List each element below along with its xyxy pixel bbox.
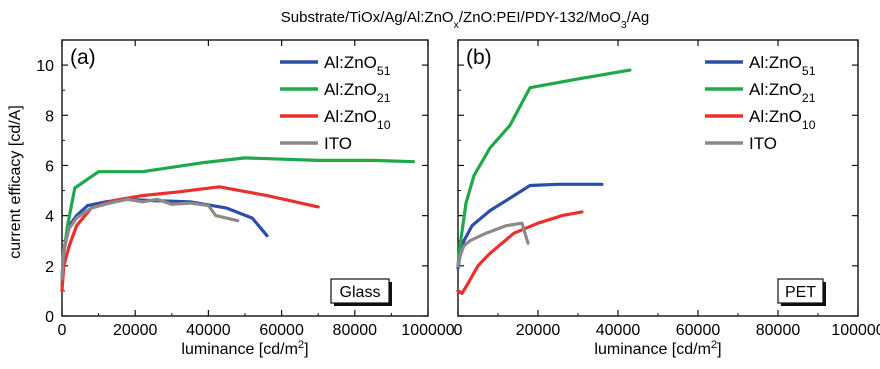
legend-label: Al:ZnO10	[749, 107, 816, 132]
x-tick-label: 20000	[516, 322, 561, 339]
y-axis-label: current efficacy [cd/A]	[7, 105, 24, 259]
x-axis-label: luminance [cd/m2]	[181, 339, 308, 358]
panel-label: (a)	[70, 46, 96, 69]
legend-label: ITO	[749, 134, 777, 153]
x-tick-label: 40000	[596, 322, 641, 339]
legend-label: Al:ZnO51	[749, 53, 816, 78]
substrate-label: Glass	[340, 284, 381, 301]
panel-b-chart: 0 20000 40000 60000 80000 100000 luminance [cd…	[454, 39, 880, 358]
x-tick-label: 100000	[831, 322, 880, 339]
y-tick-label: 4	[45, 209, 54, 226]
y-tick-label: 8	[45, 108, 54, 125]
y-tick-label: 2	[45, 259, 54, 276]
legend-label: ITO	[324, 134, 352, 153]
y-tick-label: 0	[45, 309, 54, 326]
substrate-box	[777, 278, 824, 304]
series-line-ito	[456, 221, 530, 268]
panel-label: (b)	[466, 46, 492, 69]
x-tick-label: 100000	[401, 322, 454, 339]
legend-label: Al:ZnO10	[324, 107, 391, 132]
y-tick-label: 10	[36, 58, 54, 75]
x-axis-label: luminance [cd/m2]	[594, 339, 721, 358]
x-tick-label: 40000	[186, 322, 231, 339]
panel-a-chart: 0 20000 40000 60000 80000 100000 0 2 4 6 8 10 lumina…	[36, 39, 455, 358]
substrate-box	[330, 278, 390, 304]
series-line-alzno10	[60, 185, 320, 293]
figure-title: Substrate/TiOx/Ag/Al:ZnOx/ZnO:PEI/PDY-13…	[281, 9, 650, 31]
series-line-alzno10	[456, 210, 584, 295]
series-line-ito	[60, 197, 240, 280]
series-line-alzno51	[60, 197, 269, 280]
x-tick-label: 0	[454, 322, 463, 339]
x-tick-label: 20000	[113, 322, 158, 339]
series-line-alzno21	[456, 68, 632, 268]
substrate-label: PET	[785, 284, 816, 301]
x-tick-label: 60000	[676, 322, 721, 339]
x-tick-label: 0	[58, 322, 67, 339]
legend-label: Al:ZnO51	[324, 53, 391, 78]
x-tick-label: 80000	[333, 322, 378, 339]
y-tick-label: 6	[45, 158, 54, 175]
x-tick-label: 80000	[756, 322, 801, 339]
legend-label: Al:ZnO21	[324, 80, 391, 105]
x-tick-label: 60000	[259, 322, 304, 339]
legend-label: Al:ZnO21	[749, 80, 816, 105]
